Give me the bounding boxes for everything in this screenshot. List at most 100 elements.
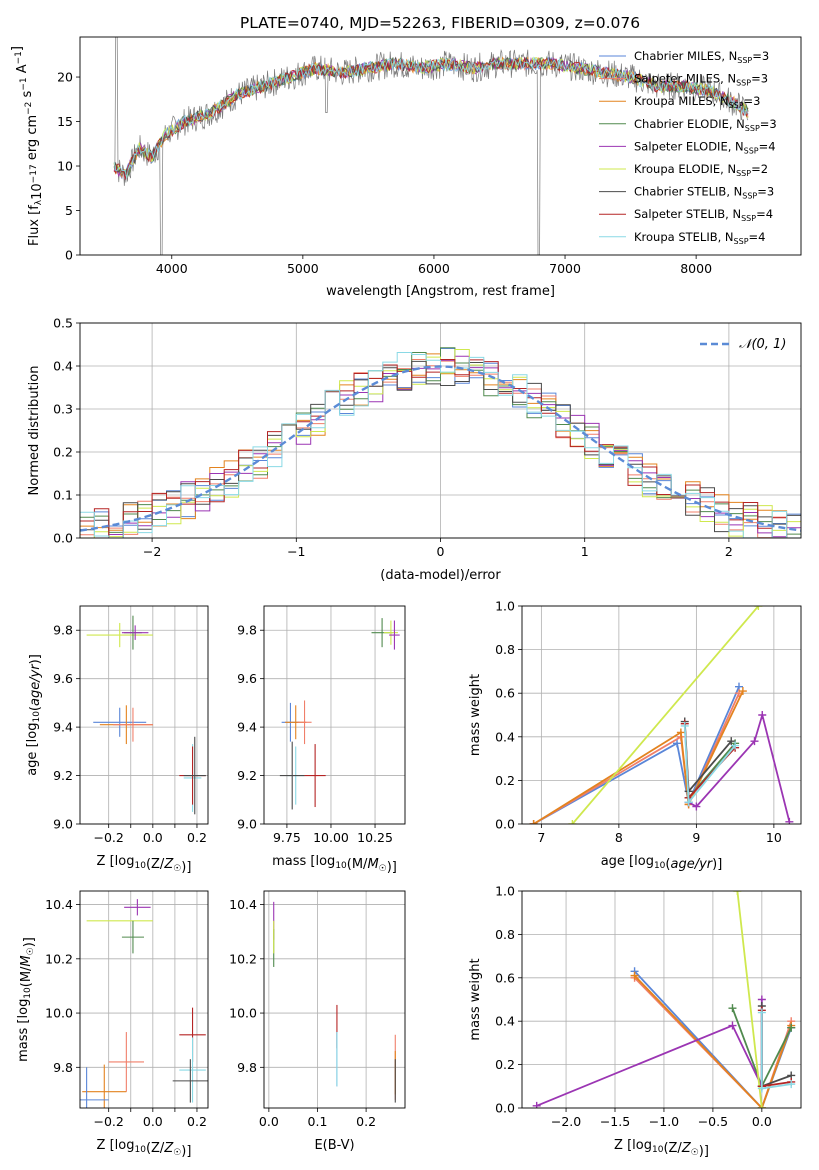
- x-tick-label: 9: [692, 830, 700, 845]
- plot-area: [80, 347, 801, 538]
- y-tick-label: 0.6: [495, 970, 515, 985]
- panel-age-vs-mass: 9.75 10.00 10.25 9.0 9.2 9.4 9.6 9.8 mass [log10…: [237, 605, 406, 875]
- y-axis-label: Normed distribution: [27, 366, 42, 496]
- mass-weight-marker: [785, 817, 794, 824]
- y-tick-label: 10.2: [45, 951, 73, 966]
- mass-weight-marker: [568, 820, 577, 824]
- legend-entry: Kroupa MILES, NSSP=3: [634, 94, 760, 110]
- legend-entry: Kroupa STELIB, NSSP=4: [634, 230, 765, 246]
- mass-weight-line: [536, 999, 763, 1107]
- y-tick-label: 9.0: [53, 817, 73, 832]
- plot-area: [273, 901, 396, 1103]
- x-axis-label: wavelength [Angstrom, rest frame]: [326, 284, 555, 299]
- x-tick-label: −1: [287, 544, 305, 559]
- plot-area: [532, 891, 796, 1108]
- mass-weight-marker: [692, 802, 701, 811]
- mass-weight-marker: [529, 820, 538, 824]
- panel-spectrum: 4000 5000 6000 7000 8000 0 5 10 15 20 wavelength […: [10, 36, 802, 299]
- axes-frame: [521, 890, 802, 1109]
- mass-weight-marker: [680, 721, 689, 730]
- y-tick-label: 10.4: [229, 897, 257, 912]
- mass-weight-line: [633, 974, 793, 1108]
- mass-weight-marker: [731, 741, 740, 750]
- x-tick-label: 0.0: [143, 830, 163, 845]
- panel-massweight-vs-Z: −2.0 −1.5 −1.0 −0.5 0.0 0.0 0.2 0.4 0.6 0.8 1.0 Z […: [468, 884, 802, 1159]
- x-tick-label: −0.2: [94, 1114, 124, 1129]
- mass-weight-line: [760, 1010, 792, 1088]
- y-tick-label: 0.0: [495, 817, 515, 832]
- x-tick-label: 8000: [680, 261, 712, 276]
- x-tick-label: 6000: [418, 261, 450, 276]
- mass-weight-marker: [673, 739, 681, 748]
- x-tick-label: 0.0: [752, 1114, 772, 1129]
- mass-weight-marker: [787, 1080, 796, 1089]
- x-axis-label: Z [log10(Z/Z☉)]: [614, 1138, 709, 1159]
- y-tick-label: 9.4: [53, 720, 73, 735]
- x-axis-label: age [log10(age/yr)]: [601, 854, 723, 872]
- plot-area: [80, 899, 208, 1108]
- y-tick-label: 0.0: [53, 531, 73, 546]
- mass-weight-marker: [684, 798, 693, 807]
- mass-weight-marker: [738, 687, 747, 696]
- mass-weight-marker: [630, 971, 639, 980]
- mass-weight-marker: [758, 711, 767, 719]
- y-tick-label: 9.4: [237, 720, 257, 735]
- y-tick-label: 0.8: [495, 927, 515, 942]
- y-tick-label: 0.5: [53, 316, 73, 331]
- y-tick-label: 0.4: [495, 1014, 515, 1029]
- legend-entry: Salpeter ELODIE, NSSP=4: [634, 139, 776, 155]
- x-tick-label: −1.5: [600, 1114, 630, 1129]
- plot-area: [86, 615, 206, 815]
- y-tick-label: 0.2: [495, 1057, 515, 1072]
- x-tick-label: 10: [766, 830, 782, 845]
- model-spectrum: [113, 56, 749, 178]
- x-tick-label: 2: [725, 544, 733, 559]
- panel-massweight-vs-age: 7 8 9 10 0.0 0.2 0.4 0.6 0.8 1.0 age [log10(age/yr…: [468, 599, 802, 872]
- x-axis-label: Z [log10(Z/Z☉)]: [97, 1138, 192, 1159]
- legend-entry: Chabrier ELODIE, NSSP=3: [634, 117, 777, 133]
- axes-frame: [521, 605, 802, 825]
- y-tick-label: 1.0: [495, 884, 515, 899]
- mass-weight-line: [571, 606, 760, 824]
- panel-mass-vs-EBV: 0.0 0.1 0.2 9.8 10.0 10.2 10.4 E(B-V): [229, 890, 406, 1153]
- y-tick-label: 0.8: [495, 642, 515, 657]
- y-axis-label: mass weight: [468, 674, 483, 756]
- y-tick-label: 0.2: [495, 773, 515, 788]
- y-axis-label: Flux [fλ10−17 erg cm−2 s−1 A−1]: [10, 46, 45, 246]
- legend-entry: Salpeter MILES, NSSP=3: [634, 72, 768, 88]
- y-tick-label: 15: [57, 114, 73, 129]
- mass-weight-line: [736, 891, 763, 1108]
- x-axis-label: mass [log10(M/M☉)]: [272, 854, 397, 875]
- figure-title: PLATE=0740, MJD=52263, FIBERID=0309, z=0…: [240, 14, 640, 32]
- legend-entry: 𝒩(0, 1): [739, 337, 786, 352]
- mass-weight-line: [533, 690, 744, 824]
- y-tick-label: 9.8: [53, 1060, 73, 1075]
- x-tick-label: −0.5: [698, 1114, 728, 1129]
- x-axis-label: (data-model)/error: [380, 568, 501, 583]
- mass-weight-marker: [728, 1021, 737, 1030]
- axes-frame: [79, 36, 802, 256]
- plot-area: [113, 37, 749, 255]
- mass-weight-marker: [676, 728, 685, 737]
- axes-frame: [79, 605, 209, 825]
- y-tick-label: 9.8: [237, 1060, 257, 1075]
- x-tick-label: 1: [581, 544, 589, 559]
- mass-weight-marker: [757, 1084, 766, 1093]
- y-axis-label: age [log10(age/yr)]: [25, 654, 43, 776]
- y-tick-label: 0.0: [495, 1101, 515, 1116]
- y-tick-label: 9.0: [237, 817, 257, 832]
- y-tick-label: 0.4: [495, 729, 515, 744]
- y-axis-label: mass [log10(M/M☉)]: [16, 937, 37, 1062]
- x-tick-label: −0.2: [94, 830, 124, 845]
- x-tick-label: 5000: [287, 261, 319, 276]
- legend-entry: Chabrier STELIB, NSSP=3: [634, 185, 774, 201]
- x-tick-label: 7: [537, 830, 545, 845]
- x-tick-label: 8: [615, 830, 623, 845]
- x-tick-label: 9.75: [273, 830, 301, 845]
- y-tick-label: 9.2: [237, 768, 257, 783]
- y-tick-label: 9.6: [237, 671, 257, 686]
- gaussian-curve: [80, 365, 801, 532]
- mass-weight-marker: [733, 891, 742, 895]
- y-tick-label: 10.0: [229, 1006, 257, 1021]
- x-tick-label: −2: [143, 544, 161, 559]
